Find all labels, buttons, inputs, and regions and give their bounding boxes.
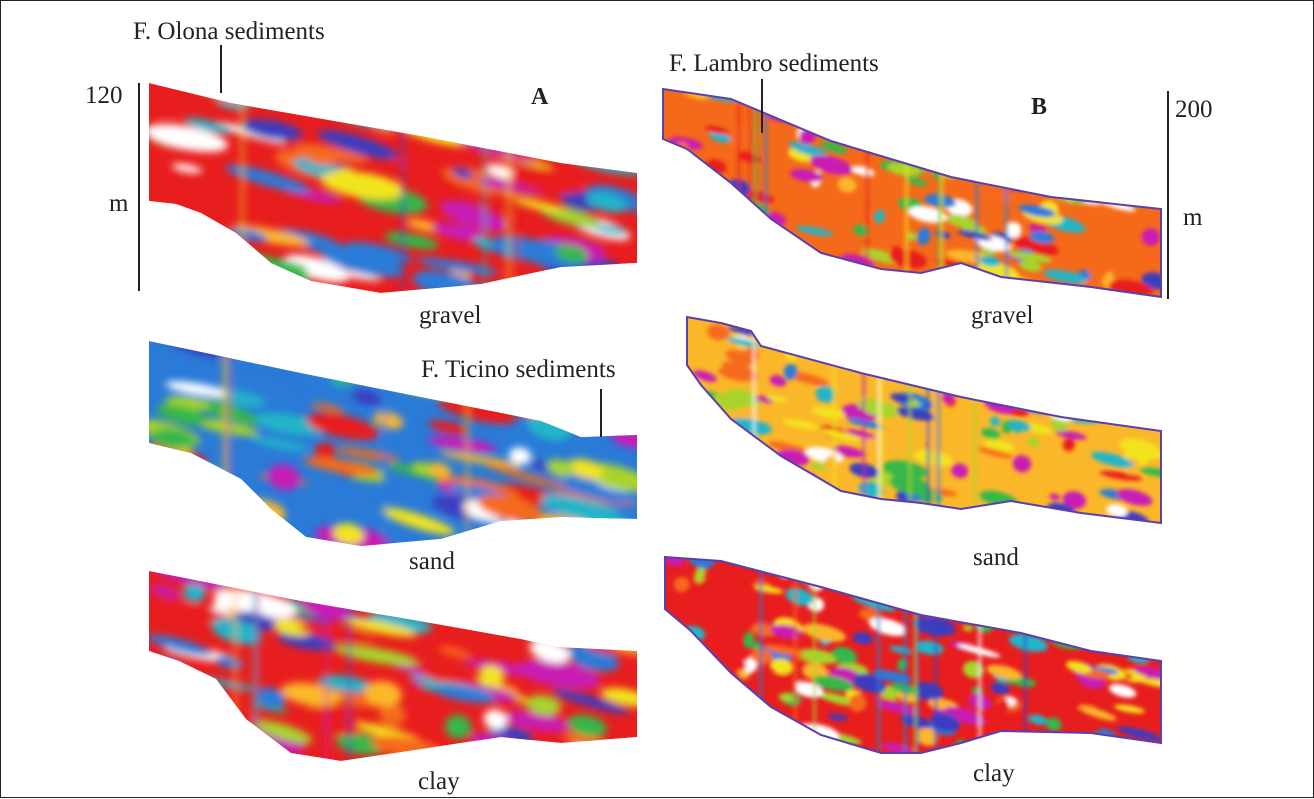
panel-a-clay-label: clay <box>418 768 460 795</box>
scale-b-unit: m <box>1183 204 1203 231</box>
panel-b-sand-label: sand <box>973 544 1019 571</box>
panel-a-gravel-section <box>149 83 637 293</box>
panel-b-sand-section <box>687 317 1161 523</box>
olona-annotation: F. Olona sediments <box>133 18 325 45</box>
panel-b-clay-section <box>665 557 1161 753</box>
panel-a-sand-label: sand <box>409 548 455 575</box>
panel-b-letter: B <box>1031 94 1048 120</box>
panel-b-gravel-section-outline <box>662 87 1162 299</box>
panel-a-letter: A <box>531 84 549 110</box>
ticino-annotation: F. Ticino sediments <box>421 356 616 383</box>
panel-b-clay-section-outline <box>664 555 1162 754</box>
scale-a-top: 120 <box>85 82 123 109</box>
panel-a-gravel-label: gravel <box>419 302 482 329</box>
panel-b-gravel-label: gravel <box>971 302 1034 329</box>
scale-a-unit: m <box>109 190 129 217</box>
lambro-annotation: F. Lambro sediments <box>669 50 879 77</box>
panel-b-sand-section-outline <box>686 315 1162 525</box>
panel-a-clay-section <box>149 571 637 761</box>
panel-b-clay-label: clay <box>973 760 1015 787</box>
scale-b-top: 200 <box>1175 96 1213 123</box>
